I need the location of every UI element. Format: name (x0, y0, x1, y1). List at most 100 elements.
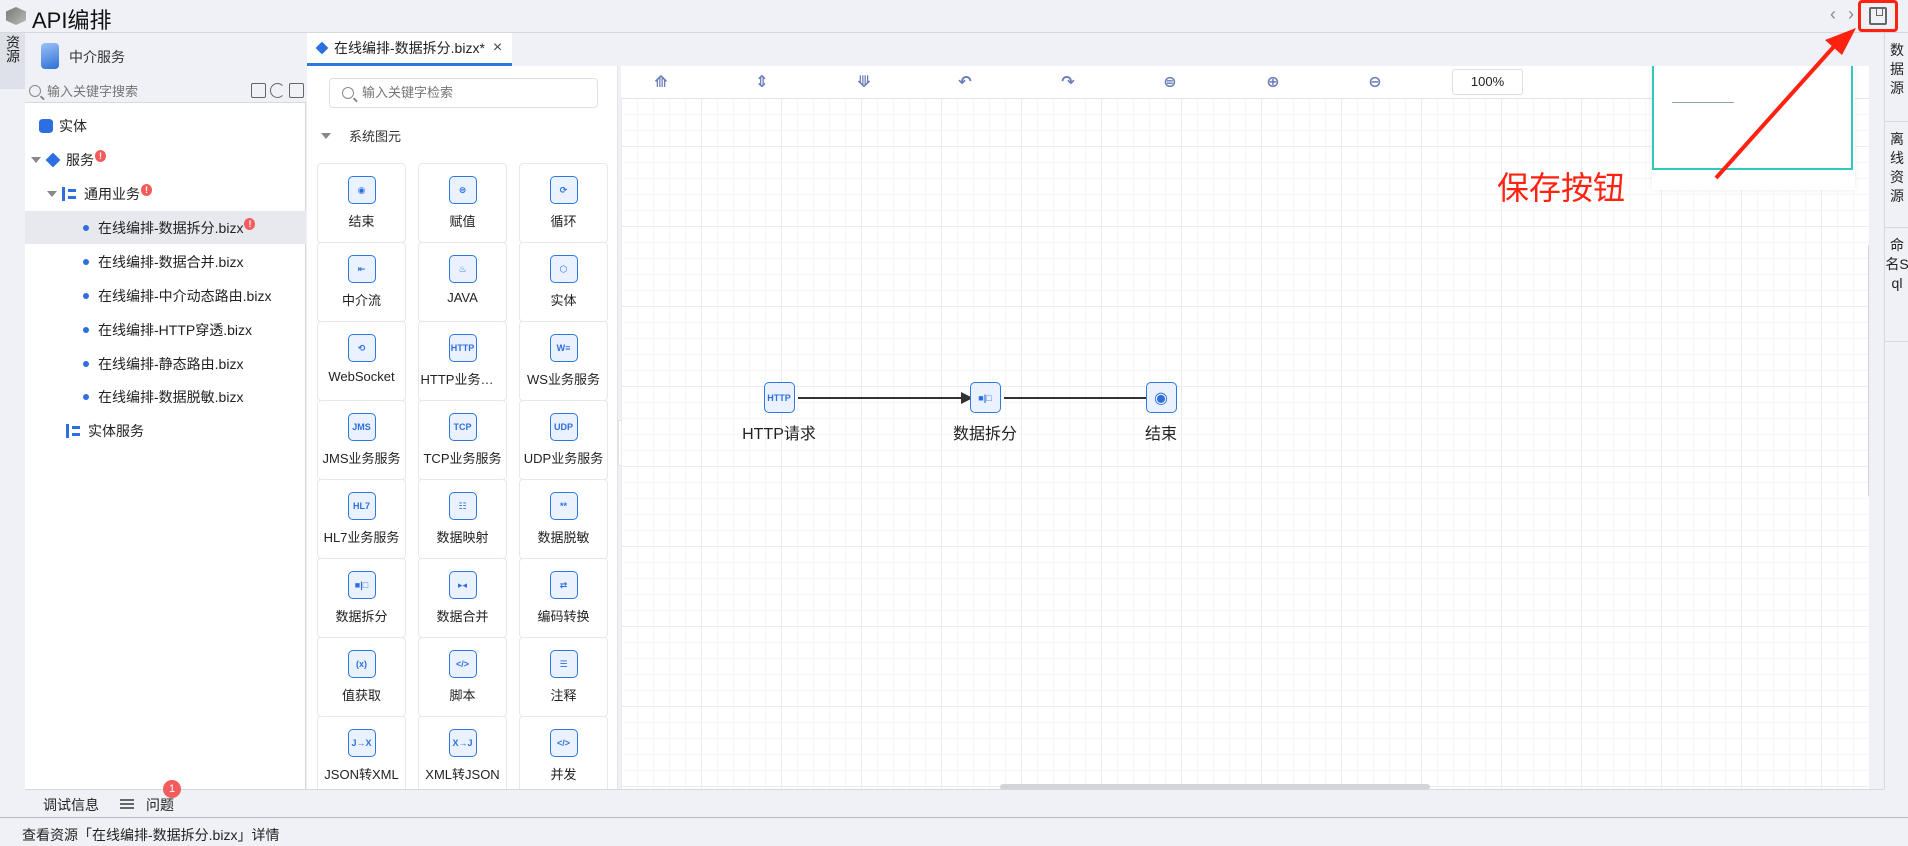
palette-item[interactable]: HTTP HTTP业务服务 (418, 321, 507, 401)
tree-item-file[interactable]: 在线编排-HTTP穿透.bizx (25, 313, 306, 346)
minimap-flow (1672, 102, 1734, 103)
component-icon: ** (549, 492, 578, 520)
tree-item-file[interactable]: 在线编排-数据脱敏.bizx (25, 380, 306, 413)
palette-item[interactable]: W≡ WS业务服务 (519, 321, 608, 401)
fit-icon[interactable]: ⊜ (1163, 74, 1177, 91)
refresh-icon[interactable] (270, 83, 285, 98)
tree-search (25, 81, 306, 103)
palette-search-input[interactable] (362, 85, 582, 100)
palette-item[interactable]: </> 并发 (519, 716, 608, 789)
tab-debug-info[interactable]: 调试信息 (43, 797, 99, 813)
caret-down-icon[interactable] (47, 190, 57, 197)
minimap[interactable] (1652, 66, 1855, 190)
resources-vertical-tab[interactable]: 资源 (0, 33, 25, 89)
palette-item[interactable]: ⟳ 循环 (519, 163, 608, 243)
export-icon[interactable] (251, 83, 266, 98)
component-icon: ⟳ (549, 176, 578, 204)
redo-icon[interactable]: ↷ (1061, 74, 1075, 91)
minimap-viewport[interactable] (1652, 66, 1853, 170)
component-icon: JMS (347, 413, 376, 441)
palette-item[interactable]: ⊜ 赋值 (418, 163, 507, 243)
palette-item[interactable]: ■|□ 数据拆分 (317, 558, 406, 638)
tree-item-file[interactable]: 在线编排-中介动态路由.bizx (25, 279, 306, 312)
palette-item[interactable]: ⬡ 实体 (519, 242, 608, 322)
palette-item[interactable]: ☰ 注释 (519, 637, 608, 717)
palette-item[interactable]: HL7 HL7业务服务 (317, 479, 406, 559)
zoom-level[interactable]: 100% (1452, 69, 1523, 95)
tree-item-label: 在线编排-数据合并.bizx (98, 253, 244, 270)
http-icon: HTTP (763, 382, 795, 413)
bullet-icon (83, 393, 89, 400)
problems-count-badge: 1 (163, 780, 181, 798)
tree-item-entity-services[interactable]: 实体服务 (25, 414, 306, 447)
tree-item-entity[interactable]: 实体 (25, 109, 306, 142)
tree-item-label: 在线编排-数据拆分.bizx (98, 219, 244, 236)
save-icon (1869, 7, 1887, 25)
error-badge: ! (141, 183, 152, 196)
flow-node-data-split[interactable]: ■|□ 数据拆分 (930, 382, 1040, 444)
undo-icon[interactable]: ↶ (958, 74, 972, 91)
palette-item[interactable]: </> 脚本 (418, 637, 507, 717)
right-tab-offline-resources[interactable]: 离线资源 (1885, 122, 1908, 228)
component-icon: ☰ (549, 650, 578, 678)
right-tab-datasource[interactable]: 数据源 (1885, 33, 1908, 122)
palette-item[interactable]: ▸◂ 数据合并 (418, 558, 507, 638)
tree-item-file[interactable]: 在线编排-静态路由.bizx (25, 347, 306, 380)
caret-down-icon[interactable] (31, 156, 41, 163)
close-icon[interactable]: × (492, 39, 503, 56)
node-label: 结束 (1144, 426, 1177, 443)
palette-item[interactable]: ** 数据脱敏 (519, 479, 608, 559)
palette-search (329, 78, 598, 108)
tree-item-label: 在线编排-静态路由.bizx (98, 355, 244, 372)
collapse-all-icon[interactable] (289, 83, 304, 98)
palette-item[interactable]: ☷ 数据映射 (418, 479, 507, 559)
database-icon (39, 118, 53, 133)
app-logo-icon (6, 7, 26, 25)
palette-item[interactable]: JMS JMS业务服务 (317, 400, 406, 480)
palette-item[interactable]: UDP UDP业务服务 (519, 400, 608, 480)
tree-item-label: 在线编排-HTTP穿透.bizx (98, 321, 252, 338)
error-badge: ! (95, 149, 106, 162)
node-label: 数据拆分 (952, 426, 1017, 443)
chevron-left-icon[interactable]: ‹ (1830, 4, 1836, 24)
palette-item[interactable]: J→X JSON转XML (317, 716, 406, 789)
palette-item[interactable]: ♨ JAVA (418, 242, 507, 322)
component-icon: J→X (347, 729, 376, 757)
error-badge: ! (244, 217, 256, 230)
tab-problems[interactable]: 问题 (146, 797, 174, 813)
chevron-right-icon[interactable]: › (1848, 4, 1854, 24)
zoom-in-icon[interactable]: ⊕ (1266, 74, 1280, 91)
component-icon: ◉ (347, 176, 376, 204)
tree-item-services[interactable]: 服务! (25, 143, 306, 176)
tree-item-common[interactable]: 通用业务! (25, 177, 306, 210)
align-middle-icon[interactable]: ⇕ (755, 74, 769, 91)
save-button[interactable] (1858, 0, 1898, 32)
palette-group-header[interactable]: 系统图元 (321, 126, 401, 145)
flow-node-http-request[interactable]: HTTP HTTP请求 (724, 382, 834, 444)
component-icon: ⊜ (448, 176, 477, 204)
zoom-out-icon[interactable]: ⊖ (1368, 74, 1382, 91)
align-bottom-icon[interactable]: ⟱ (857, 74, 871, 91)
flow-node-end[interactable]: ◉ 结束 (1106, 382, 1216, 444)
tree-search-input[interactable] (47, 81, 217, 101)
tree-item-file[interactable]: 在线编排-数据拆分.bizx! (25, 211, 306, 244)
right-tab-named-sql[interactable]: 命名Sql (1885, 228, 1908, 342)
component-icon: HL7 (347, 492, 376, 520)
node-label: HTTP请求 (742, 426, 816, 443)
component-icon: W≡ (549, 334, 578, 362)
component-icon: </> (549, 729, 578, 757)
component-icon: ⬡ (549, 255, 578, 283)
tree-item-file[interactable]: 在线编排-数据合并.bizx (25, 245, 306, 278)
tab-editor-file[interactable]: 在线编排-数据拆分.bizx* × (307, 33, 512, 66)
palette-item[interactable]: ⇤ 中介流 (317, 242, 406, 322)
palette-item[interactable]: ⇄ 编码转换 (519, 558, 608, 638)
palette-item[interactable]: X→J XML转JSON (418, 716, 507, 789)
edge-arrow[interactable] (798, 393, 973, 403)
vertical-scrollbar[interactable] (1868, 243, 1869, 498)
palette-item[interactable]: TCP TCP业务服务 (418, 400, 507, 480)
status-bar: 查看资源「在线编排-数据拆分.bizx」详情 (0, 817, 1908, 846)
horizontal-scrollbar[interactable] (1000, 784, 1430, 789)
align-top-icon[interactable]: ⟰ (654, 74, 668, 91)
palette-item[interactable]: ◉ 结束 (317, 163, 406, 243)
flow-canvas[interactable]: ⟰ ⇕ ⟱ ↶ ↷ ⊜ ⊕ ⊖ 100% HTTP HTTP请求 ■|□ 数据拆分 … (621, 66, 1869, 789)
